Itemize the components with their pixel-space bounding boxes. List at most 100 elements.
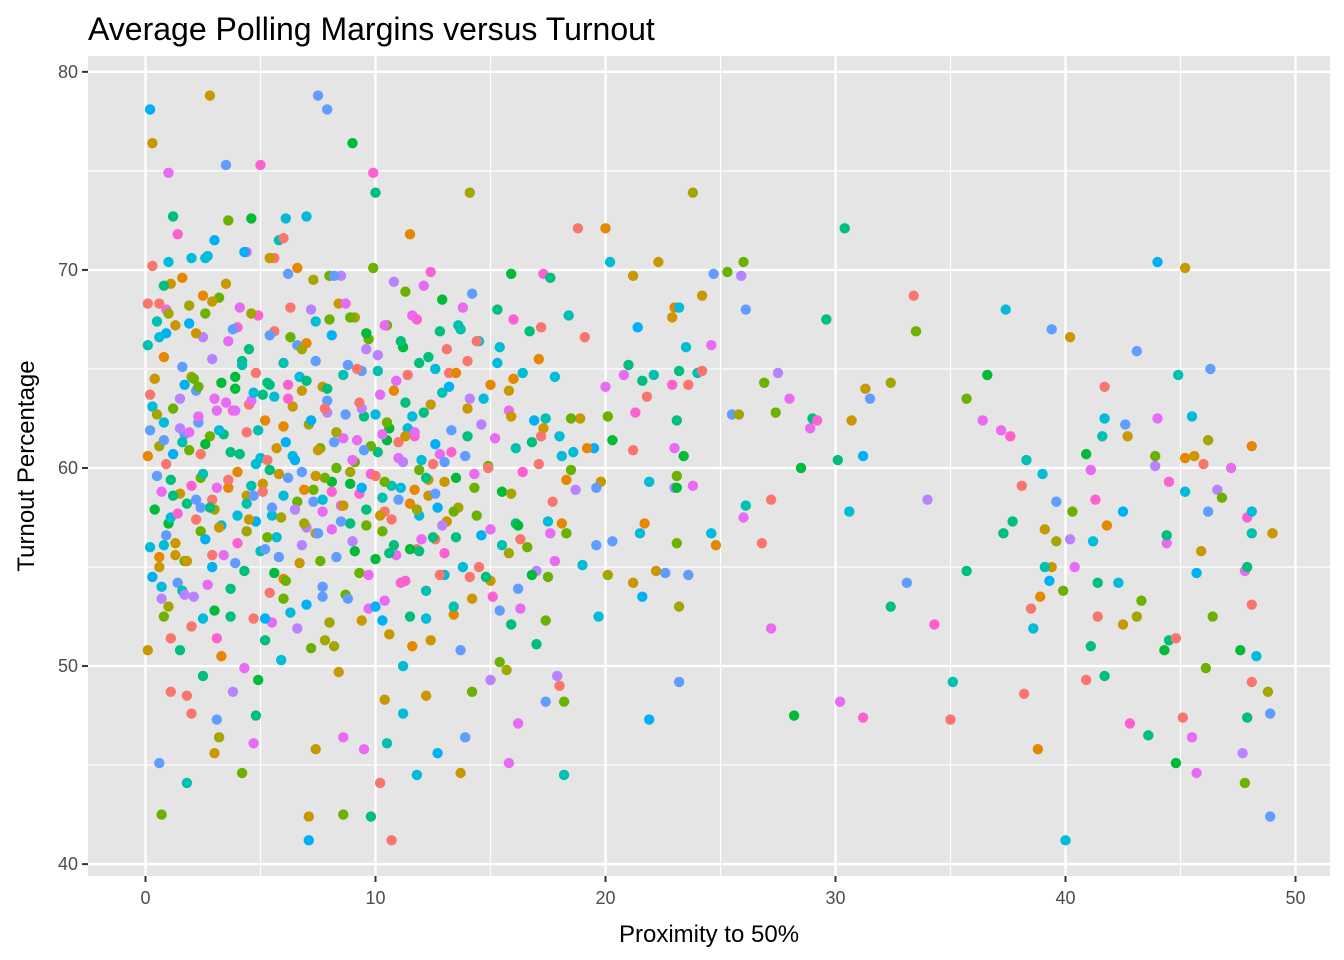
data-point: [496, 540, 508, 551]
data-point: [1189, 450, 1200, 462]
x-axis: 0 10 20 30 40 50: [140, 876, 1306, 908]
data-point: [151, 409, 163, 420]
data-point: [303, 811, 314, 822]
data-point: [365, 811, 377, 822]
data-point: [195, 502, 206, 513]
data-point: [193, 411, 204, 422]
data-point: [220, 278, 232, 289]
data-point: [1235, 645, 1246, 656]
data-point: [1242, 561, 1253, 573]
data-point: [464, 187, 475, 198]
data-point: [450, 532, 462, 543]
data-point: [650, 565, 662, 577]
data-point: [195, 526, 206, 537]
data-point: [485, 379, 496, 390]
data-point: [591, 540, 602, 551]
data-point: [345, 466, 356, 478]
data-point: [535, 322, 547, 333]
data-point: [572, 223, 584, 234]
data-point: [1246, 506, 1258, 517]
data-point: [1099, 413, 1110, 424]
data-point: [154, 561, 165, 573]
data-point: [347, 536, 358, 547]
data-point: [1237, 747, 1248, 759]
data-point: [285, 332, 296, 343]
data-point: [158, 435, 170, 446]
data-point: [200, 534, 211, 545]
data-point: [448, 506, 459, 517]
data-point: [407, 411, 418, 422]
data-point: [607, 435, 618, 446]
data-point: [1212, 484, 1223, 495]
data-point: [144, 104, 156, 115]
y-tick-label: 60: [58, 458, 78, 478]
data-point: [864, 393, 876, 404]
data-point: [209, 235, 220, 246]
data-point: [473, 561, 485, 573]
data-point: [821, 314, 832, 325]
data-point: [653, 256, 664, 268]
data-point: [857, 712, 869, 723]
data-point: [384, 547, 395, 559]
data-point: [683, 379, 694, 390]
data-point: [425, 266, 436, 278]
data-point: [425, 635, 436, 646]
data-point: [462, 355, 473, 367]
data-point: [239, 246, 250, 258]
data-point: [630, 407, 641, 418]
data-point: [1173, 369, 1184, 381]
data-point: [317, 494, 328, 505]
data-point: [660, 567, 671, 579]
data-point: [207, 549, 218, 561]
data-point: [310, 355, 321, 367]
data-point: [347, 137, 358, 149]
data-point: [844, 506, 855, 517]
data-point: [322, 104, 333, 115]
data-point: [358, 444, 370, 456]
data-point: [533, 458, 544, 470]
data-point: [172, 508, 183, 519]
data-point: [1170, 633, 1182, 644]
data-point: [492, 304, 503, 315]
data-point: [542, 571, 554, 583]
data-point: [464, 393, 475, 404]
data-point: [623, 359, 634, 371]
data-point: [563, 310, 574, 321]
data-point: [273, 468, 285, 480]
data-point: [469, 468, 480, 480]
data-point: [328, 641, 340, 652]
data-point: [280, 437, 291, 448]
data-point: [289, 504, 301, 515]
data-point: [1196, 545, 1207, 557]
data-point: [317, 506, 328, 517]
data-point: [216, 650, 227, 662]
data-point: [466, 288, 478, 299]
data-point: [1039, 524, 1051, 535]
data-point: [1262, 686, 1274, 697]
data-point: [248, 738, 259, 749]
y-tick-label: 70: [58, 260, 78, 280]
data-point: [632, 322, 643, 333]
data-point: [1124, 718, 1136, 729]
data-point: [227, 324, 239, 335]
data-point: [172, 229, 183, 240]
data-point: [515, 534, 526, 545]
data-point: [351, 435, 363, 446]
data-point: [839, 223, 850, 234]
data-point: [1085, 641, 1097, 652]
data-point: [248, 387, 259, 398]
data-point: [372, 349, 383, 361]
data-point: [174, 645, 186, 656]
data-point: [547, 496, 558, 507]
data-point: [446, 425, 457, 436]
data-point: [522, 542, 533, 553]
data-point: [342, 359, 354, 371]
data-point: [236, 767, 248, 779]
data-point: [322, 383, 333, 394]
data-point: [154, 298, 165, 309]
data-point: [427, 532, 439, 543]
data-point: [462, 403, 473, 414]
data-point: [696, 365, 708, 377]
data-point: [202, 579, 213, 591]
data-point: [241, 498, 252, 509]
